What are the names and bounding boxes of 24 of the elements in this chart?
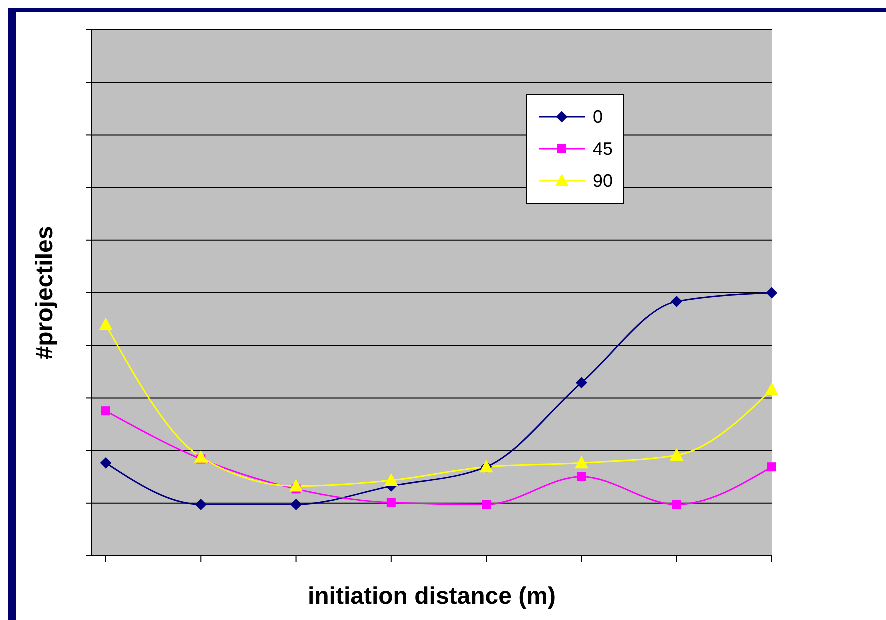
point: [194, 450, 208, 463]
y-axis-title: #projectiles: [32, 226, 59, 360]
point: [290, 499, 302, 510]
point: [765, 383, 778, 396]
point: [386, 498, 396, 508]
x-axis-title: initiation distance (m): [308, 583, 556, 610]
point: [102, 406, 110, 416]
point: [766, 288, 778, 298]
point: [577, 472, 586, 482]
legend-label: 45: [592, 138, 613, 160]
point: [575, 456, 588, 469]
legend-label: 90: [592, 170, 613, 192]
point: [384, 474, 398, 486]
legend-label: 0: [592, 106, 603, 128]
point: [670, 449, 684, 462]
point: [100, 458, 112, 469]
point: [482, 500, 492, 510]
point: [196, 499, 207, 510]
point: [290, 480, 303, 492]
point: [671, 296, 682, 308]
point: [767, 462, 776, 472]
point: [100, 318, 112, 330]
point: [672, 500, 682, 510]
point: [576, 377, 588, 388]
